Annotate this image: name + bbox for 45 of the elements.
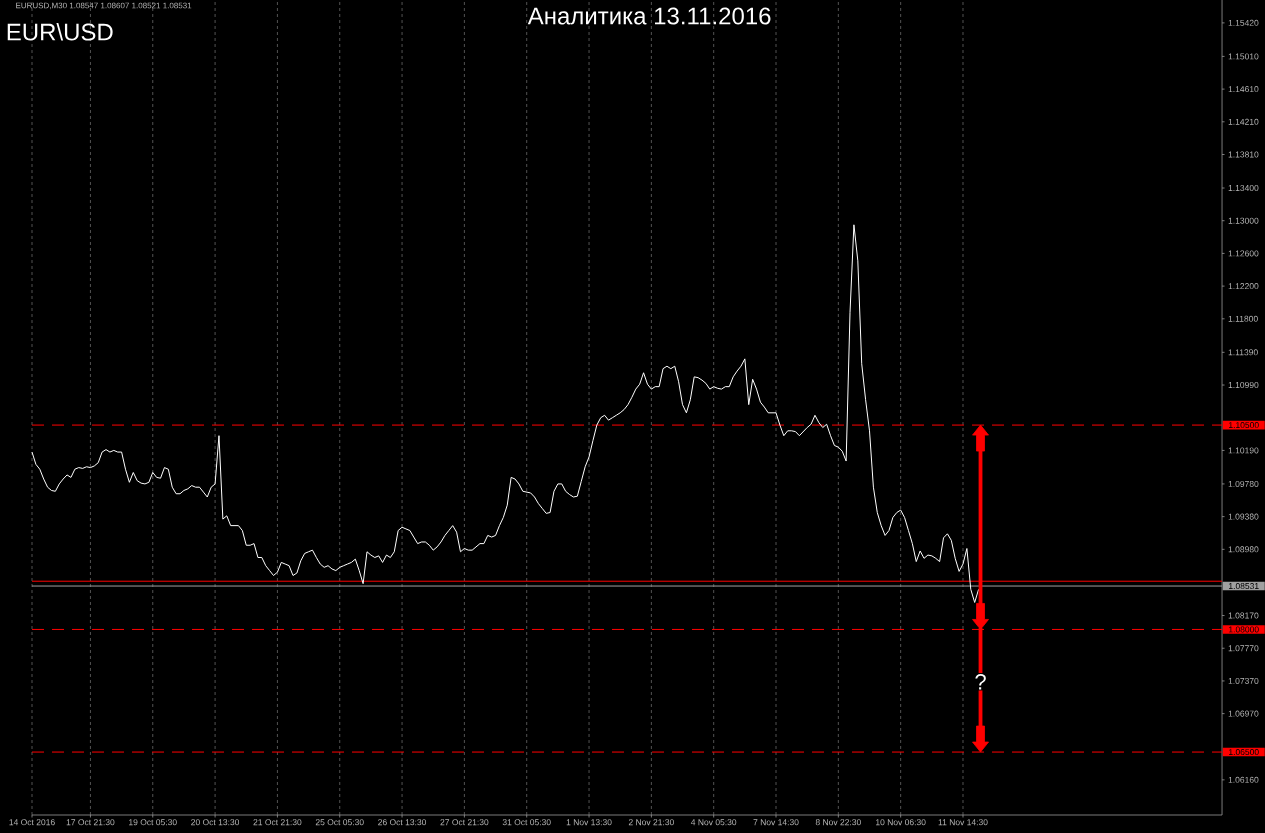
x-tick-label: 4 Nov 05:30 bbox=[690, 819, 737, 826]
x-tick-label: 10 Nov 06:30 bbox=[876, 819, 926, 826]
x-tick-label: 20 Oct 13:30 bbox=[191, 819, 240, 826]
annotation: EURUSD,M30 1.08547 1.08607 1.08521 1.08531 bbox=[16, 2, 192, 10]
y-tick-label: 1.11390 bbox=[1228, 349, 1258, 356]
x-tick-label: 14 Oct 2016 bbox=[9, 819, 55, 826]
y-tick-label: 1.08980 bbox=[1228, 546, 1259, 553]
y-tick-label: 1.06160 bbox=[1228, 776, 1259, 783]
x-tick-label: 1 Nov 13:30 bbox=[566, 819, 612, 826]
x-tick-label: 7 Nov 14:30 bbox=[753, 819, 799, 826]
annotation: ? bbox=[975, 674, 986, 690]
y-tick-label: 1.09780 bbox=[1228, 480, 1259, 487]
y-tick-label: 1.11800 bbox=[1228, 315, 1258, 322]
x-tick-label: 17 Oct 21:30 bbox=[66, 819, 115, 826]
text: EUR\USD bbox=[7, 22, 113, 41]
y-tick-label: 1.12200 bbox=[1228, 283, 1259, 290]
x-tick-label: 25 Oct 05:30 bbox=[315, 819, 364, 826]
y-tick-label: 1.14610 bbox=[1228, 86, 1259, 93]
y-tick-label: 1.07770 bbox=[1228, 645, 1259, 652]
ref-line-label: 1.10500 bbox=[1229, 422, 1259, 429]
y-tick-label: 1.07370 bbox=[1228, 677, 1259, 684]
x-tick-label: 8 Nov 22:30 bbox=[815, 819, 861, 826]
ref-line-label: 1.08531 bbox=[1229, 583, 1259, 590]
x-tick-label: 31 Oct 05:30 bbox=[502, 819, 551, 826]
chart-title: Аналитика 13.11.2016 bbox=[527, 7, 771, 25]
y-tick-label: 1.06970 bbox=[1228, 710, 1259, 717]
x-tick-label: 19 Oct 05:30 bbox=[129, 819, 177, 826]
y-tick-label: 1.13000 bbox=[1228, 217, 1259, 224]
y-tick-label: 1.14210 bbox=[1228, 118, 1259, 125]
y-tick-label: 1.08170 bbox=[1228, 612, 1259, 619]
ref-line-label: 1.06500 bbox=[1229, 749, 1259, 756]
x-tick-label: 27 Oct 21:30 bbox=[440, 819, 489, 826]
y-tick-label: 1.13810 bbox=[1228, 151, 1259, 158]
x-tick-label: 26 Oct 13:30 bbox=[378, 819, 427, 826]
y-tick-label: 1.10990 bbox=[1228, 382, 1259, 389]
y-tick-label: 1.10190 bbox=[1228, 447, 1259, 454]
y-tick-label: 1.15010 bbox=[1228, 53, 1259, 60]
y-tick-label: 1.12600 bbox=[1228, 250, 1259, 257]
y-tick-label: 1.13400 bbox=[1228, 185, 1259, 192]
x-tick-label: 2 Nov 21:30 bbox=[628, 819, 674, 826]
ref-line-label: 1.08000 bbox=[1229, 626, 1259, 633]
y-tick-label: 1.15420 bbox=[1228, 19, 1259, 26]
y-tick-label: 1.09380 bbox=[1228, 513, 1259, 520]
x-tick-label: 11 Nov 14:30 bbox=[938, 819, 988, 826]
x-tick-label: 21 Oct 21:30 bbox=[253, 819, 302, 826]
